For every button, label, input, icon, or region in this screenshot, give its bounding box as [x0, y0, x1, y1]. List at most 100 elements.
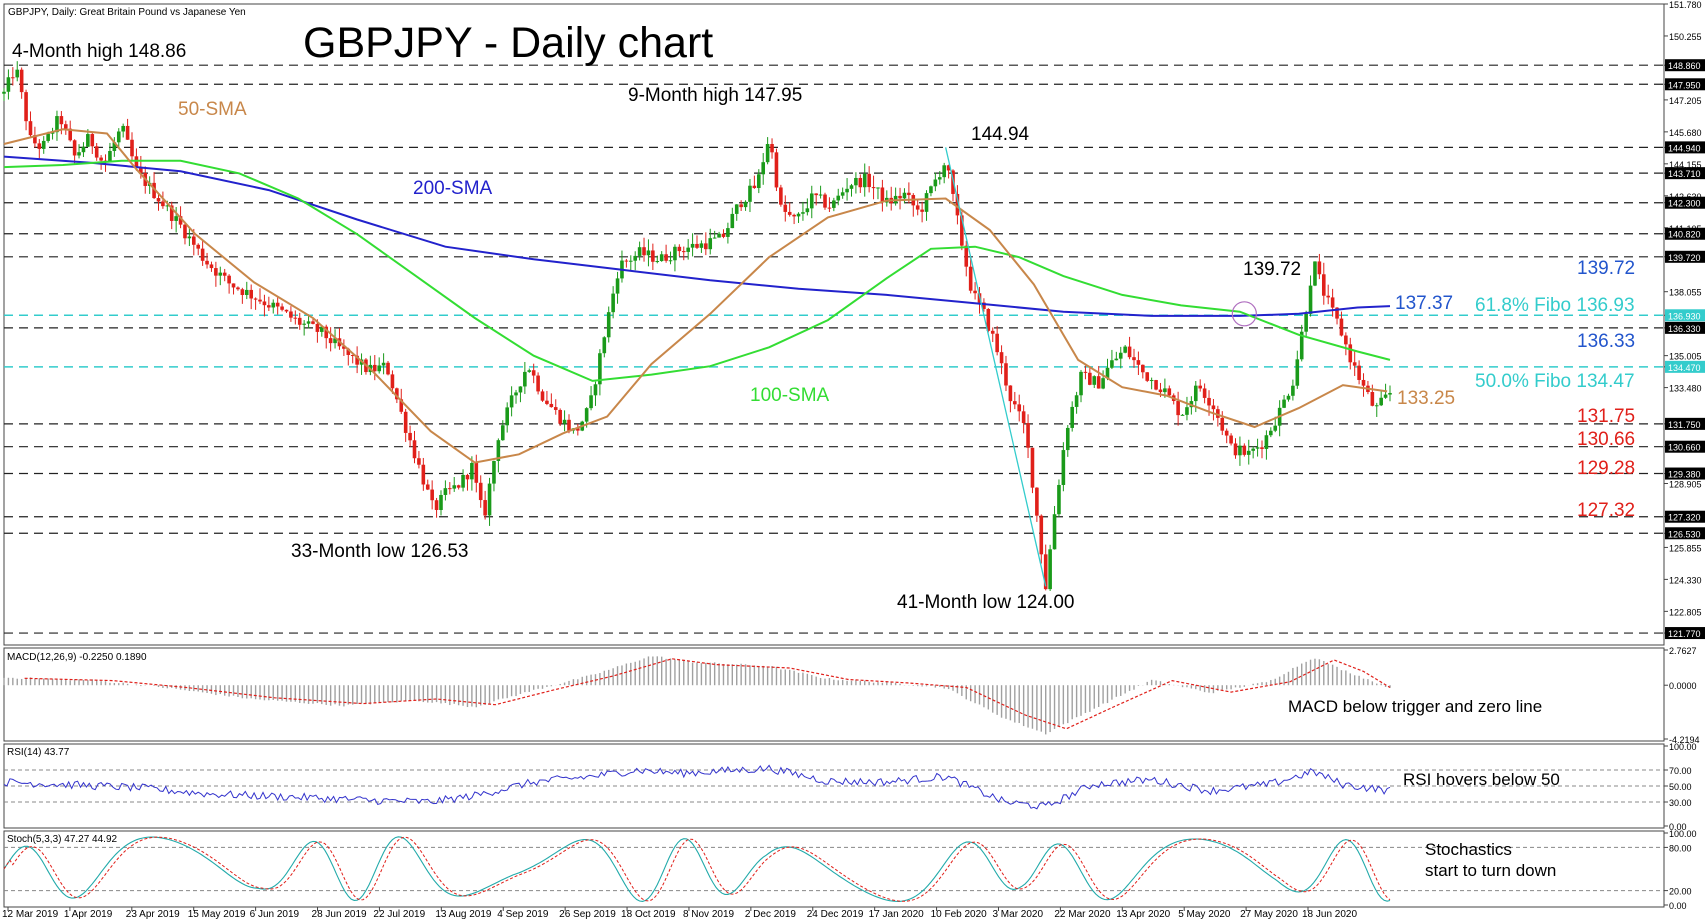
right-label-137-37: 137.37 [1395, 293, 1453, 314]
candle-body [2, 91, 6, 94]
macd-axis-label: 2.7627 [1669, 646, 1697, 656]
candle-body [452, 485, 457, 489]
candle-body [518, 386, 523, 393]
candle-body [1176, 400, 1180, 416]
candle-body [178, 216, 183, 225]
candle-body [699, 243, 704, 248]
candle-body [1180, 414, 1185, 416]
label-200-sma: 200-SMA [413, 178, 493, 199]
candle-body [1304, 313, 1308, 332]
candle-body [1141, 364, 1145, 373]
candle-body [187, 236, 192, 239]
candlesticks [2, 61, 1392, 592]
stoch-axis-label: 20.00 [1669, 887, 1692, 897]
candle-body [112, 142, 117, 151]
price-tick-label: 147.205 [1669, 96, 1702, 106]
candle-body [1383, 394, 1388, 398]
candle-body [783, 204, 788, 212]
price-tick-label: 150.255 [1669, 32, 1702, 42]
candle-body [386, 362, 390, 375]
candle-body [55, 116, 59, 133]
candle-body [818, 194, 823, 196]
candle-body [478, 482, 483, 501]
annotation-9-month-high: 9-Month high 147.95 [628, 85, 802, 106]
candle-body [615, 278, 620, 294]
candle-body [134, 156, 139, 168]
candle-body [1370, 392, 1375, 406]
candle-body [1065, 427, 1070, 451]
candle-body [929, 186, 933, 194]
candle-body [712, 237, 717, 239]
candle-body [377, 365, 381, 372]
candle-body [1233, 443, 1238, 456]
candle-body [1246, 450, 1251, 455]
price-tag-bg [1665, 527, 1705, 540]
candle-body [915, 205, 920, 210]
candle-body [487, 483, 492, 516]
candle-body [902, 192, 907, 199]
candle-body [1110, 360, 1114, 368]
candle-body [333, 338, 337, 344]
candle-body [681, 251, 686, 253]
candle-body [1344, 335, 1348, 345]
candle-body [664, 254, 668, 261]
candle-body [346, 348, 351, 355]
candle-body [973, 290, 977, 294]
candle-body [1255, 447, 1260, 449]
candle-body [59, 116, 64, 125]
right-label-139-72: 139.72 [1577, 258, 1635, 279]
candle-body [1330, 297, 1335, 308]
price-tag-label: 148.860 [1668, 61, 1701, 71]
candle-body [690, 243, 695, 248]
candle-body [633, 255, 638, 261]
candle-body [1229, 435, 1233, 444]
candle-body [456, 485, 461, 488]
price-tag-bg [1665, 78, 1705, 91]
candle-body [1273, 425, 1278, 431]
candle-body [986, 308, 991, 331]
sma-50-line [3, 128, 1388, 464]
price-tick-label: 145.680 [1669, 128, 1702, 138]
date-tick-label: 26 Sep 2019 [559, 909, 616, 919]
candle-body [183, 224, 187, 239]
price-tag-bg [1665, 321, 1705, 334]
price-tag-label: 140.820 [1668, 230, 1701, 240]
stoch-axis-label: 0.00 [1669, 901, 1687, 911]
candle-body [1052, 514, 1057, 550]
label-50-sma: 50-SMA [178, 99, 247, 120]
candle-body [421, 464, 426, 485]
price-tag-label: 139.720 [1668, 253, 1701, 263]
candle-body [1035, 487, 1039, 516]
candle-body [417, 458, 421, 465]
candle-body [787, 211, 792, 215]
candle-body [1308, 285, 1313, 314]
fibo-retracement-trendline [945, 147, 1047, 587]
candle-body [721, 233, 726, 237]
candle-body [11, 77, 15, 79]
candle-body [125, 125, 130, 140]
candle-body [218, 272, 223, 276]
candle-body [531, 370, 536, 376]
candle-body [24, 92, 28, 122]
right-label-130-66: 130.66 [1577, 429, 1635, 450]
stochastics-panel: 100.00 80.00 20.00 0.00 [3, 829, 1697, 911]
price-tick-label: 151.780 [1669, 0, 1702, 10]
price-tick-label: 138.055 [1669, 288, 1702, 298]
candle-body [642, 247, 646, 256]
candle-body [1202, 388, 1207, 398]
candle-body [1017, 404, 1022, 412]
candle-body [280, 306, 284, 310]
candle-body [1348, 344, 1353, 363]
candle-body [686, 247, 690, 252]
candle-body [695, 243, 699, 248]
candle-body [792, 214, 796, 217]
candle-body [77, 152, 81, 156]
price-tag-label: 136.930 [1668, 311, 1701, 321]
candle-body [355, 355, 359, 365]
candle-body [1013, 401, 1017, 405]
price-tag-bg [1665, 167, 1705, 180]
candle-body [306, 321, 311, 324]
price-tag-label: 131.750 [1668, 420, 1701, 430]
candle-body [726, 228, 730, 237]
candle-body [1114, 358, 1119, 361]
